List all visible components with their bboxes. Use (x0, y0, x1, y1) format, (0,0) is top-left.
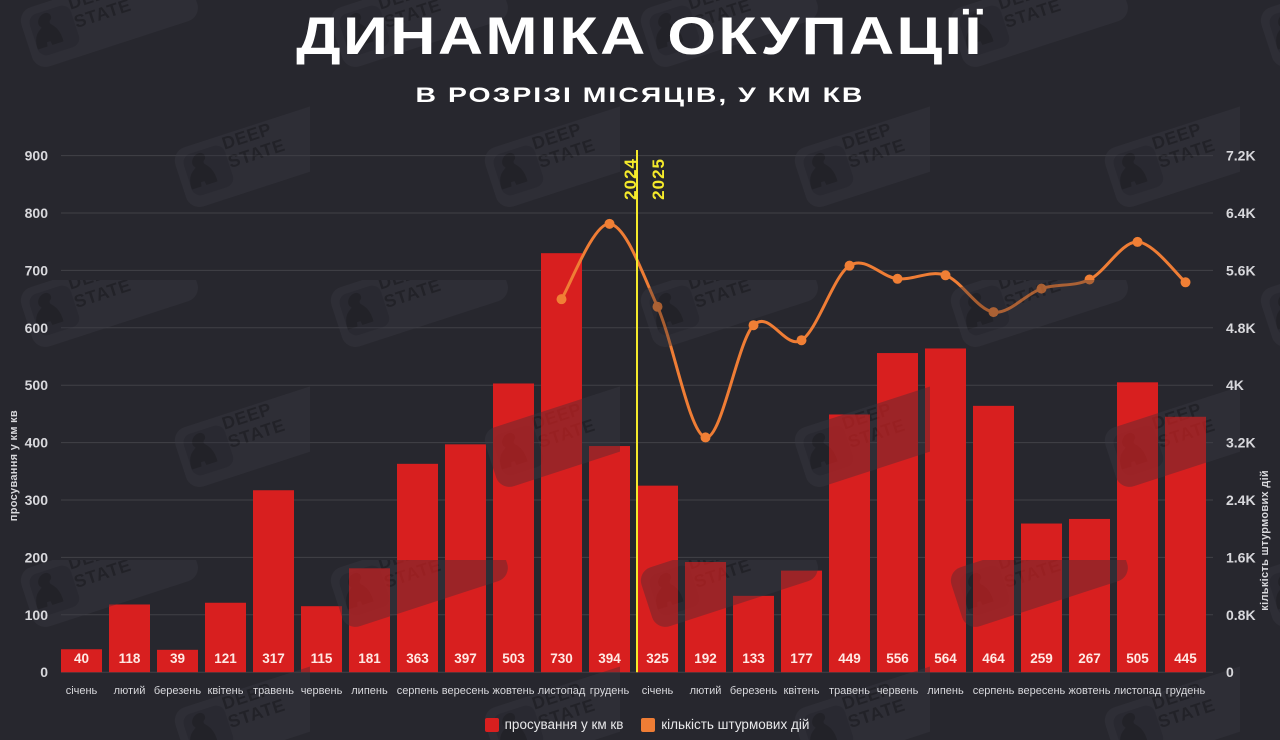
svg-text:грудень: грудень (1166, 685, 1206, 697)
svg-text:серпень: серпень (973, 685, 1015, 697)
svg-text:7.2K: 7.2K (1226, 148, 1256, 164)
svg-text:червень: червень (301, 685, 343, 697)
svg-text:115: 115 (311, 651, 333, 666)
svg-text:березень: березень (730, 685, 777, 697)
svg-text:5.6K: 5.6K (1226, 262, 1256, 278)
svg-text:40: 40 (74, 651, 89, 666)
svg-text:267: 267 (1078, 651, 1101, 666)
svg-text:100: 100 (25, 607, 49, 623)
svg-text:556: 556 (886, 651, 909, 666)
svg-text:6.4K: 6.4K (1226, 205, 1256, 221)
svg-text:317: 317 (262, 651, 285, 666)
svg-text:39: 39 (170, 651, 185, 666)
svg-text:листопад: листопад (538, 685, 586, 697)
svg-text:жовтень: жовтень (493, 685, 535, 697)
svg-text:500: 500 (25, 377, 49, 393)
svg-text:серпень: серпень (397, 685, 439, 697)
svg-text:0: 0 (40, 664, 48, 680)
svg-text:505: 505 (1126, 651, 1149, 666)
svg-text:4.8K: 4.8K (1226, 320, 1256, 336)
svg-text:192: 192 (694, 651, 717, 666)
svg-text:730: 730 (550, 651, 573, 666)
svg-text:листопад: листопад (1114, 685, 1162, 697)
svg-text:вересень: вересень (442, 685, 490, 697)
svg-text:600: 600 (25, 320, 49, 336)
svg-text:січень: січень (642, 685, 674, 697)
svg-text:червень: червень (877, 685, 919, 697)
svg-text:0.8K: 0.8K (1226, 607, 1256, 623)
svg-text:121: 121 (214, 651, 237, 666)
svg-text:2.4K: 2.4K (1226, 492, 1256, 508)
svg-text:397: 397 (454, 651, 477, 666)
svg-text:177: 177 (790, 651, 813, 666)
svg-text:200: 200 (25, 549, 49, 565)
svg-text:503: 503 (502, 651, 525, 666)
svg-text:900: 900 (25, 148, 49, 164)
svg-text:лютий: лютий (114, 685, 146, 697)
svg-text:449: 449 (838, 651, 861, 666)
svg-text:квітень: квітень (784, 685, 820, 697)
svg-text:118: 118 (119, 651, 141, 666)
svg-text:1.6K: 1.6K (1226, 549, 1256, 565)
svg-text:464: 464 (982, 651, 1005, 666)
svg-text:800: 800 (25, 205, 49, 221)
svg-text:400: 400 (25, 435, 49, 451)
svg-text:жовтень: жовтень (1069, 685, 1111, 697)
svg-text:вересень: вересень (1018, 685, 1066, 697)
svg-text:700: 700 (25, 262, 49, 278)
svg-text:259: 259 (1030, 651, 1053, 666)
svg-text:0: 0 (1226, 664, 1234, 680)
svg-text:4K: 4K (1226, 377, 1244, 393)
svg-text:300: 300 (25, 492, 49, 508)
svg-text:181: 181 (358, 651, 381, 666)
svg-text:133: 133 (742, 651, 765, 666)
svg-text:325: 325 (646, 651, 669, 666)
svg-text:лютий: лютий (690, 685, 722, 697)
svg-text:3.2K: 3.2K (1226, 435, 1256, 451)
svg-text:363: 363 (406, 651, 429, 666)
svg-text:445: 445 (1174, 651, 1197, 666)
svg-text:квітень: квітень (208, 685, 244, 697)
svg-text:липень: липень (351, 685, 388, 697)
svg-text:394: 394 (598, 651, 621, 666)
svg-text:травень: травень (829, 685, 870, 697)
svg-text:травень: травень (253, 685, 294, 697)
svg-text:грудень: грудень (590, 685, 630, 697)
svg-text:січень: січень (66, 685, 98, 697)
svg-text:липень: липень (927, 685, 964, 697)
svg-text:березень: березень (154, 685, 201, 697)
svg-text:564: 564 (934, 651, 957, 666)
